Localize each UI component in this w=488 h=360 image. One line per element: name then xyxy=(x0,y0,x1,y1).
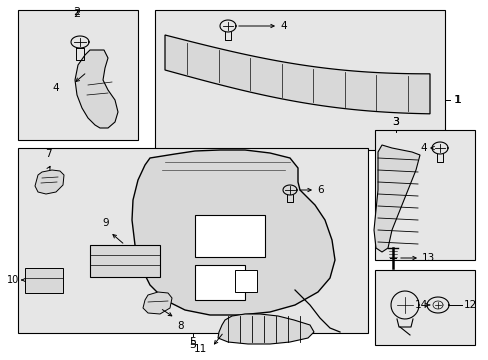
Text: 3: 3 xyxy=(392,117,399,127)
Text: 11: 11 xyxy=(193,344,206,354)
Bar xyxy=(374,130,474,260)
Text: 4: 4 xyxy=(52,83,59,93)
Bar xyxy=(18,148,367,333)
Text: 10: 10 xyxy=(7,275,19,285)
Text: 1: 1 xyxy=(454,95,461,105)
Text: 5: 5 xyxy=(189,340,196,350)
Text: 4: 4 xyxy=(280,21,286,31)
Bar xyxy=(235,270,257,292)
Text: 5: 5 xyxy=(189,337,196,347)
Polygon shape xyxy=(75,50,118,128)
Bar xyxy=(90,245,160,277)
Text: 14: 14 xyxy=(414,300,427,310)
Text: 2: 2 xyxy=(73,7,81,17)
Polygon shape xyxy=(132,150,334,315)
Bar xyxy=(18,10,138,140)
Text: 9: 9 xyxy=(102,218,109,228)
Text: 2: 2 xyxy=(73,9,81,19)
Polygon shape xyxy=(142,292,172,314)
Bar xyxy=(155,10,444,150)
Text: 3: 3 xyxy=(392,117,399,127)
Polygon shape xyxy=(373,145,419,252)
Text: 13: 13 xyxy=(421,253,434,263)
Polygon shape xyxy=(218,314,313,344)
Text: 1: 1 xyxy=(453,95,460,105)
Bar xyxy=(195,215,264,257)
Bar xyxy=(25,268,63,293)
Text: 4: 4 xyxy=(420,143,426,153)
Text: 8: 8 xyxy=(177,321,183,331)
Polygon shape xyxy=(35,170,64,194)
Text: 12: 12 xyxy=(463,300,476,310)
Bar xyxy=(374,270,474,345)
Text: 7: 7 xyxy=(44,149,51,159)
Text: 6: 6 xyxy=(316,185,323,195)
Bar xyxy=(195,265,244,300)
Polygon shape xyxy=(164,35,429,114)
